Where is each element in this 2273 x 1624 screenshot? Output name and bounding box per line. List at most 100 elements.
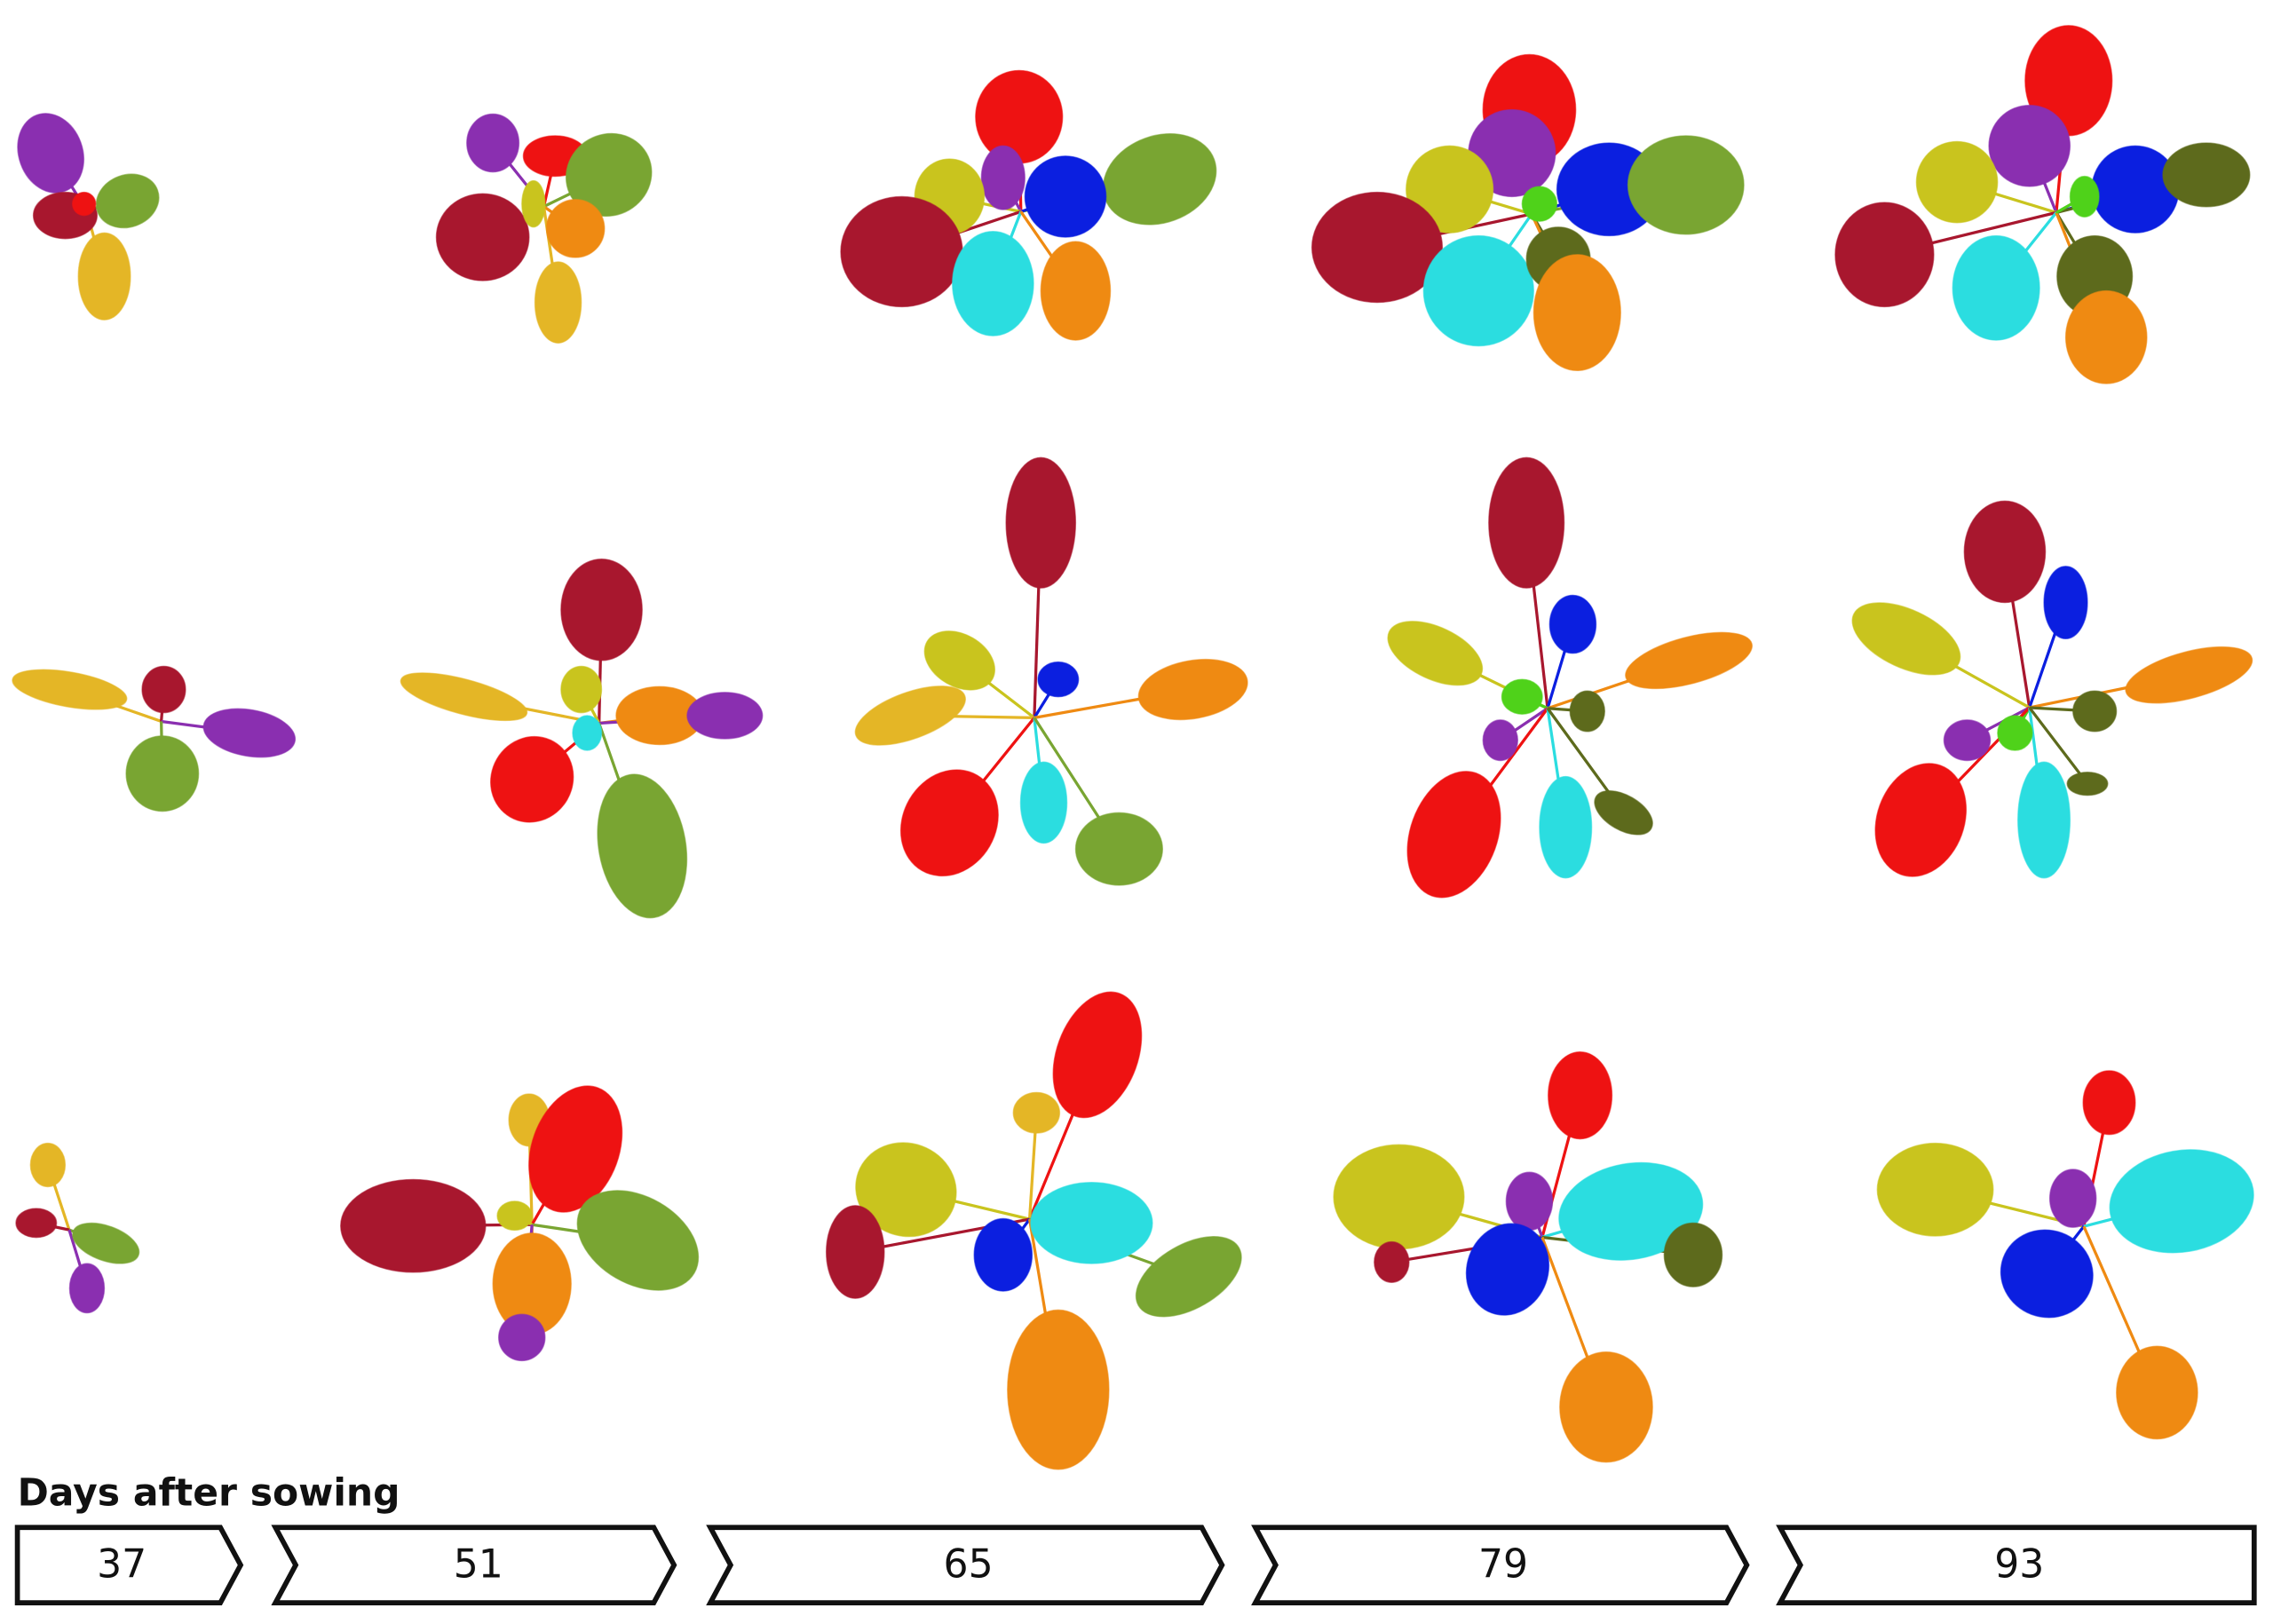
leaf-orange	[1040, 241, 1112, 341]
leaf-yellow	[1387, 621, 1484, 686]
chevron-box	[1776, 1525, 2257, 1605]
leaf-gold	[854, 685, 966, 746]
leaf-crimson	[435, 193, 530, 281]
leaf-purple	[1505, 1171, 1554, 1232]
leaf-orange	[2125, 646, 2253, 704]
leaf-purple	[1943, 719, 1992, 762]
leaf-purple	[202, 708, 297, 758]
leaf-green	[1102, 133, 1217, 226]
leaf-crimson	[1005, 456, 1077, 589]
leaf-cyan	[1539, 775, 1593, 879]
day-label: 37	[97, 1541, 147, 1587]
leaf-crimson	[1311, 191, 1444, 304]
leaf-purple	[17, 113, 84, 194]
leaf-green	[1135, 1236, 1242, 1318]
leaf-crimson	[15, 1208, 58, 1239]
leaf-red	[975, 69, 1064, 164]
leaf-yellow	[1333, 1144, 1465, 1250]
leaf-purple	[68, 1263, 106, 1314]
leaf-crimson	[840, 195, 963, 308]
leaf-crimson	[141, 665, 186, 714]
leaf-lime	[1997, 715, 2033, 751]
plant-row1-day-51	[435, 113, 653, 344]
leaf-purple	[2048, 1168, 2097, 1228]
leaf-orange	[545, 199, 606, 258]
leaf-orange	[1137, 658, 1248, 721]
leaf-purple	[980, 145, 1026, 210]
leaf-yellow	[1406, 145, 1494, 234]
day-label: 65	[944, 1541, 994, 1587]
plant-row2-day-79	[1387, 456, 1753, 899]
plant-row3-day-51	[340, 1085, 700, 1362]
leaf-lime	[1521, 186, 1558, 222]
leaf-red	[1548, 1051, 1613, 1140]
leaf-red	[1052, 991, 1143, 1119]
leaf-yellow	[496, 1200, 533, 1232]
leaf-yellow	[855, 1142, 957, 1238]
leaf-olive	[2066, 771, 2109, 796]
timeline-step-2: 51	[271, 1525, 677, 1605]
leaf-yellow	[1851, 602, 1961, 676]
plant-row3-day-93	[1876, 1070, 2254, 1440]
plant-row2-day-51	[400, 558, 764, 919]
leaf-green	[576, 1190, 700, 1291]
chevron-box	[1251, 1525, 1750, 1605]
leaf-red	[71, 191, 97, 217]
plant-row1-day-37	[17, 113, 160, 321]
leaf-gold	[1012, 1091, 1061, 1134]
plant-row2-day-37	[12, 665, 297, 812]
timeline: Days after sowing 37 51 65 79 93	[14, 1472, 2257, 1605]
day-label: 93	[1994, 1541, 2044, 1587]
leaf-green	[1074, 812, 1164, 886]
leaf-gold	[534, 261, 582, 344]
plant-row3-day-37	[15, 1142, 140, 1314]
leaf-green	[72, 1222, 140, 1264]
leaf-orange	[1625, 631, 1753, 690]
plant-point-clouds	[12, 25, 2254, 1470]
leaf-yellow	[923, 630, 996, 691]
petiole	[2028, 706, 2089, 785]
leaf-yellow	[521, 179, 546, 228]
plant-row2-day-65	[854, 456, 1248, 886]
leaf-blue	[1548, 594, 1597, 654]
leaf-blue	[973, 1217, 1034, 1292]
leaf-cyan	[1030, 1181, 1153, 1264]
chevron-box	[706, 1525, 1225, 1605]
leaf-cyan	[1558, 1161, 1704, 1261]
leaf-purple	[1482, 719, 1519, 762]
leaf-red	[489, 735, 574, 823]
day-label: 51	[454, 1541, 503, 1587]
timeline-label: Days after sowing	[18, 1472, 400, 1516]
leaf-cyan	[2017, 761, 2071, 879]
leaf-gold	[29, 1142, 67, 1188]
leaf-cyan	[952, 230, 1034, 337]
leaf-red	[1406, 771, 1501, 899]
leaf-crimson	[1963, 500, 2047, 604]
leaf-orange	[1007, 1309, 1110, 1470]
leaf-blue	[2043, 566, 2088, 640]
leaf-yellow	[560, 665, 603, 714]
leaf-lime	[2069, 175, 2100, 218]
leaf-crimson	[825, 1205, 885, 1299]
plant-row2-day-93	[1851, 500, 2253, 879]
leaf-red	[1874, 763, 1968, 877]
leaf-blue	[1024, 155, 1107, 238]
plant-row1-day-65	[840, 69, 1217, 341]
plant-row1-day-93	[1834, 25, 2251, 384]
leaf-orange	[2064, 289, 2148, 384]
leaf-cyan	[1422, 234, 1534, 347]
leaf-blue	[1465, 1223, 1550, 1316]
timeline-step-5: 93	[1776, 1525, 2257, 1605]
chevron-box	[271, 1525, 677, 1605]
leaf-crimson	[340, 1178, 487, 1273]
leaf-blue	[1037, 661, 1080, 698]
leaf-olive	[1594, 789, 1653, 836]
plant-row3-day-79	[1333, 1051, 1723, 1463]
leaf-red	[899, 769, 999, 877]
leaf-purple	[686, 692, 764, 740]
leaf-crimson	[560, 558, 643, 661]
leaf-purple	[497, 1313, 546, 1362]
leaf-crimson	[1374, 1240, 1410, 1283]
leaf-purple	[466, 113, 520, 173]
